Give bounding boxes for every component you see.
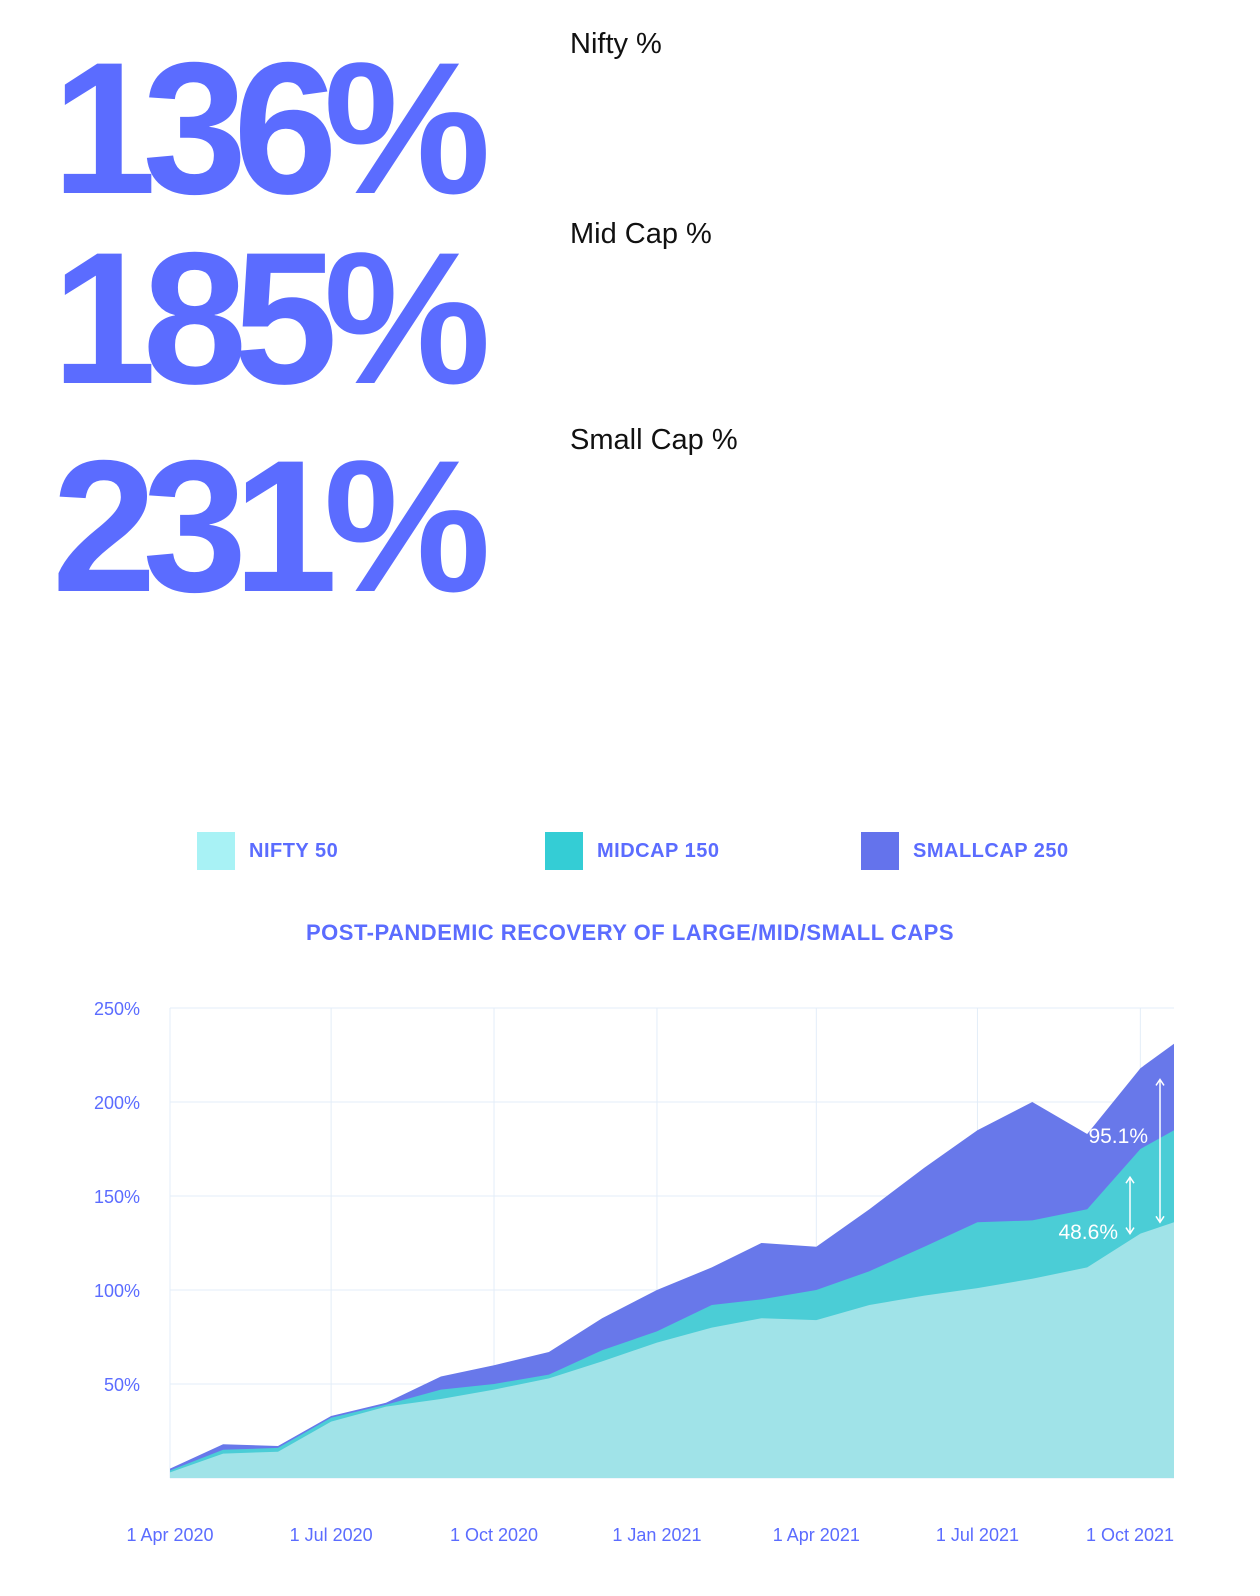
annotation-label: 95.1%	[1088, 1125, 1148, 1148]
legend-label: MIDCAP 150	[597, 840, 720, 862]
annotation-arrow-head	[1125, 1175, 1135, 1184]
annotation-arrow-head	[1155, 1215, 1165, 1224]
legend-swatch	[545, 832, 583, 870]
stat-nifty: 136% Nifty %	[0, 22, 1260, 233]
chart-title: POST-PANDEMIC RECOVERY OF LARGE/MID/SMAL…	[305, 920, 954, 945]
stat-label: Mid Cap %	[570, 218, 712, 250]
x-tick-label: 1 Oct 2021	[1086, 1525, 1174, 1545]
annotation-arrow-head	[1155, 1078, 1165, 1086]
x-tick-label: 1 Oct 2020	[450, 1525, 538, 1545]
legend-label: NIFTY 50	[249, 840, 339, 862]
y-tick-label: 50%	[104, 1375, 140, 1395]
y-tick-label: 250%	[94, 999, 140, 1019]
axis-layer: 250% 200% 150% 100% 50% 1 Apr 2020 1 Jul 2020 1…	[94, 999, 1174, 1545]
x-tick-label: 1 Jul 2021	[936, 1525, 1019, 1545]
y-tick-label: 200%	[94, 1093, 140, 1113]
stat-label: Nifty %	[570, 28, 662, 60]
area-layer	[170, 1043, 1174, 1478]
legend-label: SMALLCAP 250	[913, 840, 1069, 862]
stat-value: 136%	[52, 23, 491, 233]
stat-label: Small Cap %	[570, 424, 738, 456]
x-tick-label: 1 Jul 2020	[290, 1525, 373, 1545]
y-tick-label: 100%	[94, 1281, 140, 1301]
legend-swatch	[197, 832, 235, 870]
annotation-arrow-head	[1125, 1227, 1135, 1235]
x-tick-label: 1 Jan 2021	[612, 1525, 701, 1545]
stat-smallcap: 231% Small Cap %	[0, 418, 1260, 631]
stat-value: 231%	[52, 421, 491, 631]
annotation-layer: 95.1% 48.6%	[1058, 1078, 1165, 1244]
stat-midcap: 185% Mid Cap %	[0, 212, 1260, 423]
stat-value: 185%	[52, 213, 491, 423]
annotation-label: 48.6%	[1058, 1221, 1118, 1244]
x-tick-label: 1 Apr 2021	[773, 1525, 860, 1545]
y-tick-label: 150%	[94, 1187, 140, 1207]
x-tick-label: 1 Apr 2020	[126, 1525, 213, 1545]
legend-swatch	[861, 832, 899, 870]
area-nifty-50	[170, 1222, 1174, 1478]
